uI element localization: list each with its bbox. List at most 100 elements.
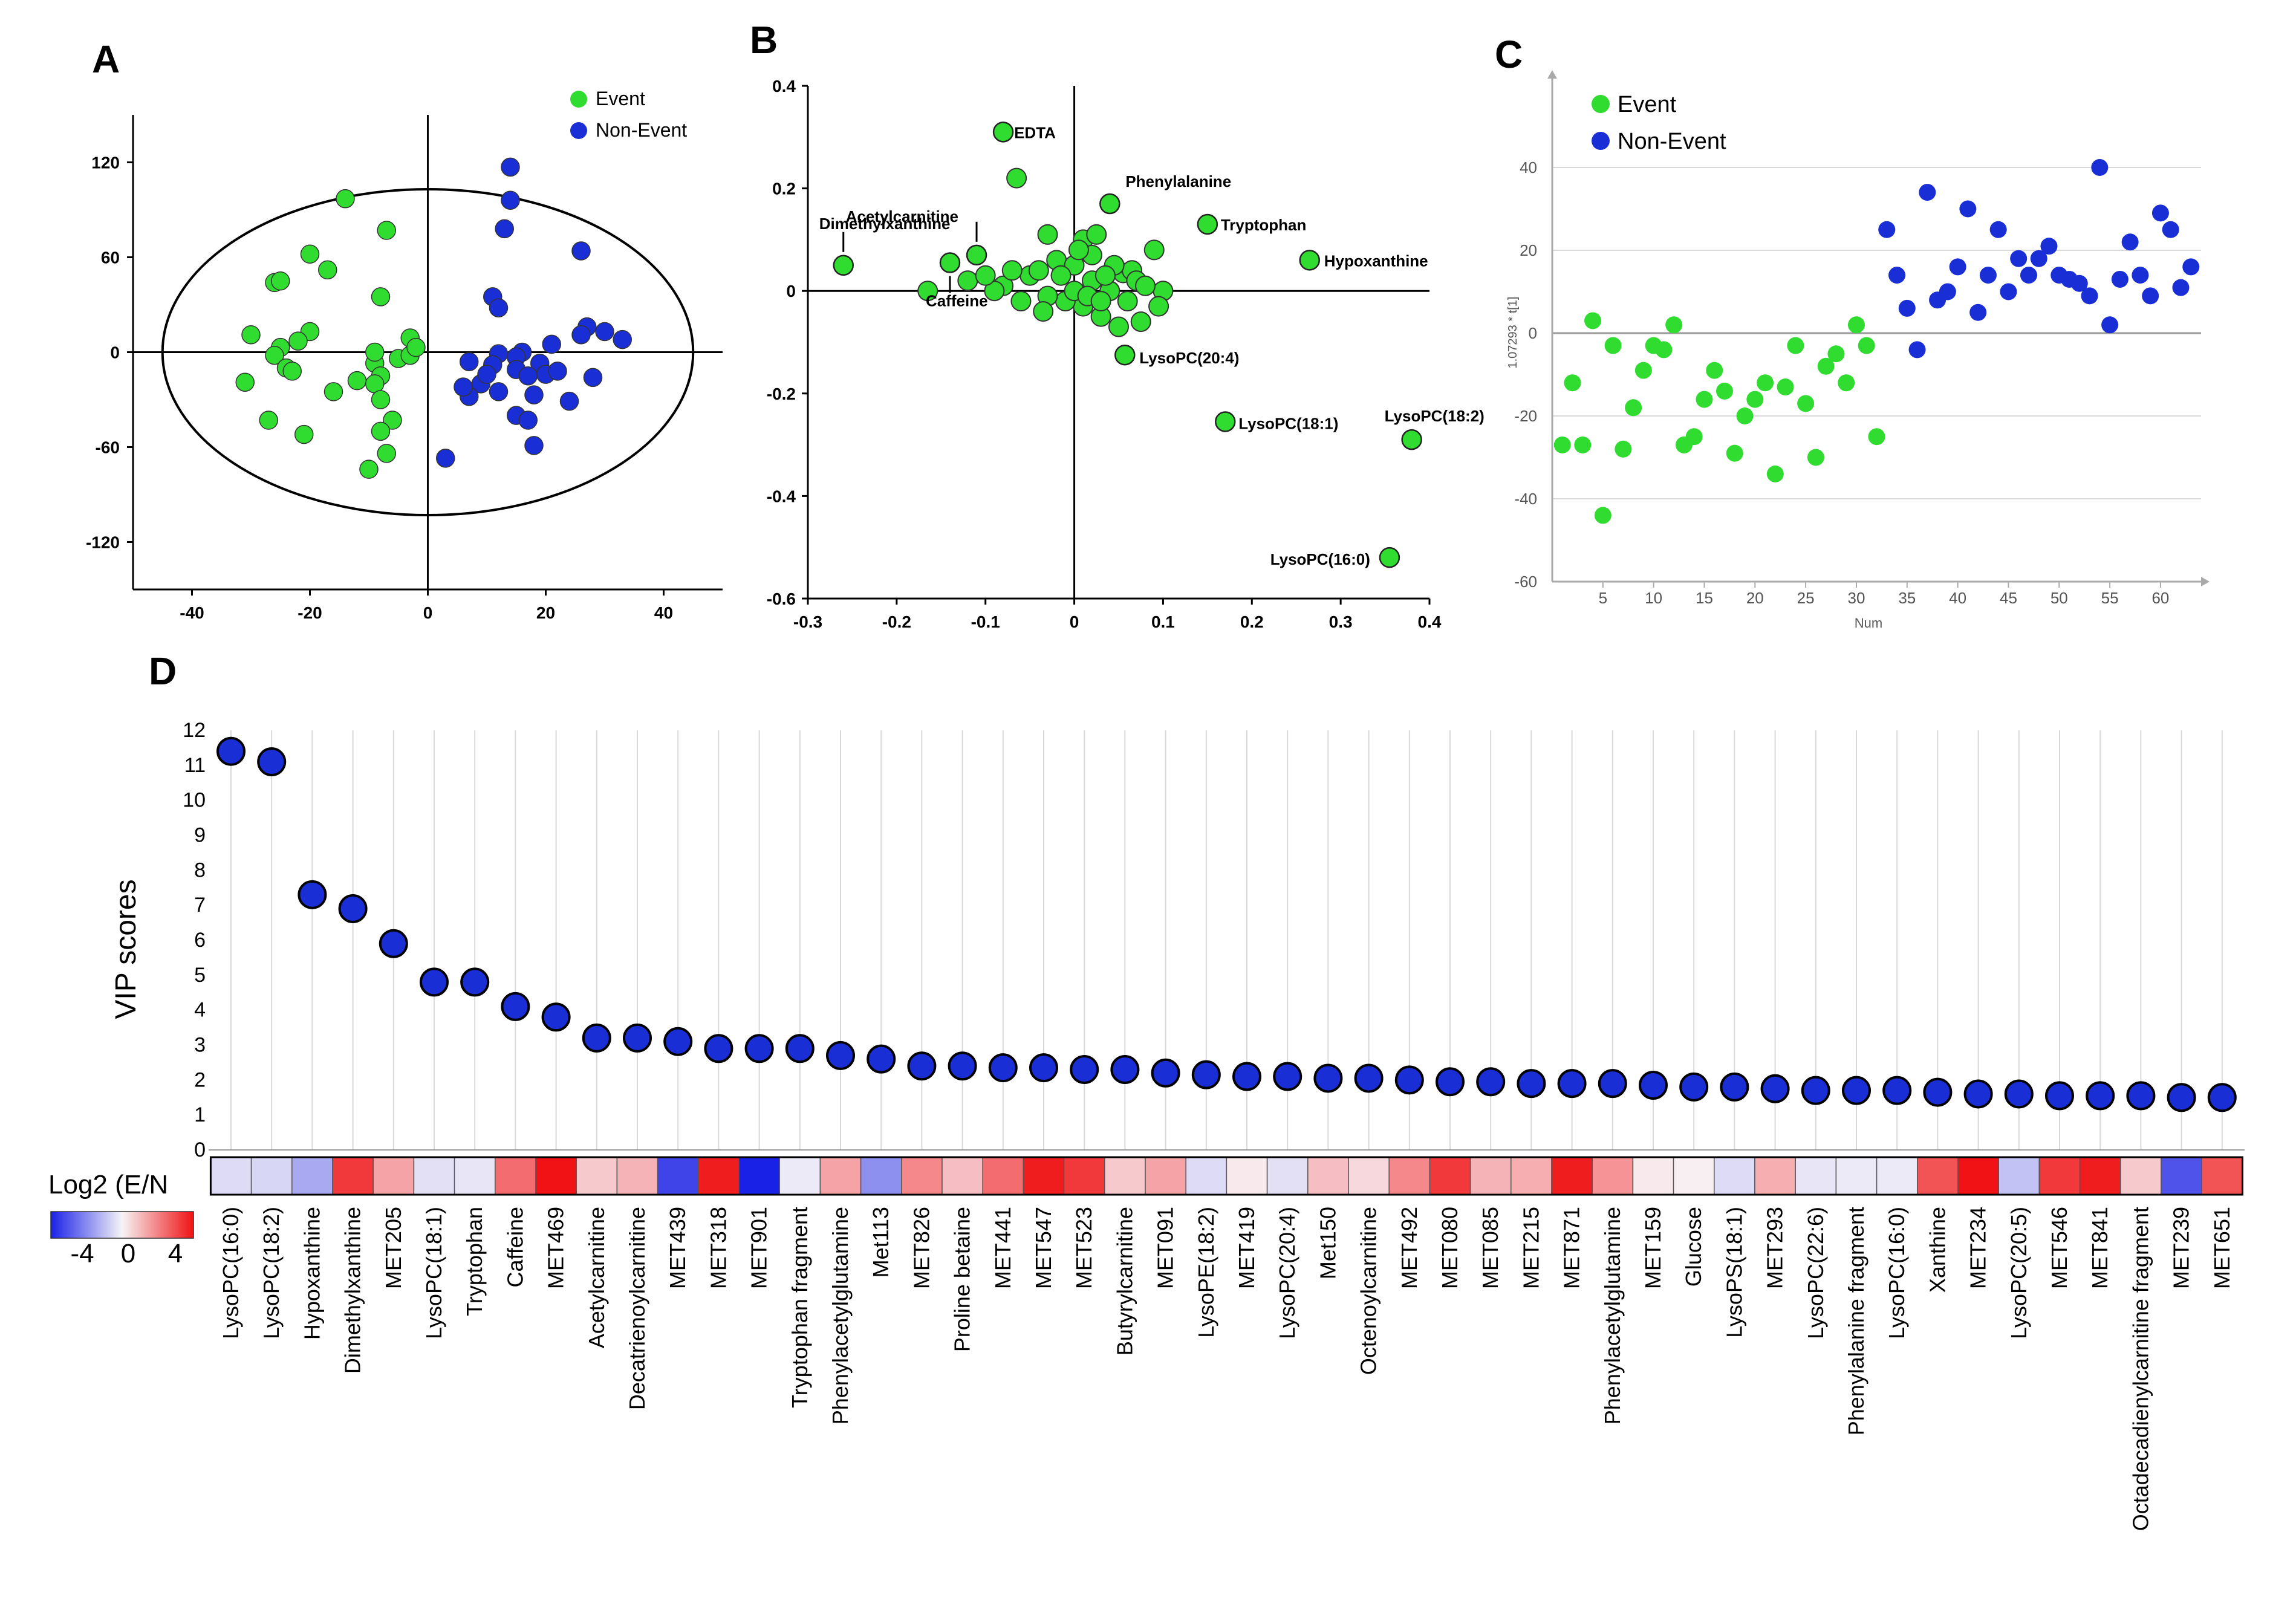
heatmap-cell xyxy=(1511,1157,1552,1195)
vip-point xyxy=(1842,1076,1871,1105)
panel-c-y-tick-label: 20 xyxy=(1520,241,1537,259)
heatmap-cell xyxy=(2201,1157,2243,1195)
panel-d-y-tick-label: 6 xyxy=(194,929,206,952)
panel-c-point-non-event xyxy=(2132,267,2149,284)
heatmap-cell xyxy=(982,1157,1024,1195)
panel-a-legend-event-marker xyxy=(570,91,587,108)
panel-c: C Event Non-Event Num 40 20 0 -20 -40 -60 5 10 1… xyxy=(1495,33,2210,631)
heatmap-cell xyxy=(1104,1157,1146,1195)
panel-a-point-non-event xyxy=(495,219,514,239)
vip-category-label: MET826 xyxy=(909,1207,934,1289)
panel-a-point-event xyxy=(377,221,396,240)
vip-point xyxy=(1882,1076,1912,1105)
vip-point xyxy=(1963,1079,1993,1109)
vip-point xyxy=(1029,1053,1058,1083)
vip-category-label: Decatrienoylcarnitine xyxy=(625,1207,649,1410)
panel-b-y-tick-label: 0.4 xyxy=(772,77,796,96)
vip-category-label: LysoPC(18:1) xyxy=(421,1207,446,1339)
heatmap-cell xyxy=(332,1157,374,1195)
panel-a-point-event xyxy=(359,459,379,479)
panel-c-point-non-event xyxy=(2091,159,2109,176)
vip-category-label: Butyrylcarnitine xyxy=(1112,1207,1137,1355)
panel-c-point-non-event xyxy=(2111,270,2129,288)
panel-a-point-non-event xyxy=(489,298,509,317)
vip-category-label: MET546 xyxy=(2047,1207,2072,1289)
panel-c-point-event xyxy=(1564,374,1581,392)
vip-category-label: LysoPC(18:2) xyxy=(259,1207,284,1339)
vip-category-label: LysoPC(16:0) xyxy=(1884,1207,1909,1339)
heatmap-cell xyxy=(576,1157,618,1195)
panel-a-letter: A xyxy=(92,37,120,81)
panel-a-point-non-event xyxy=(518,366,538,386)
panel-b-point xyxy=(1135,275,1156,296)
vip-category-label: MET523 xyxy=(1072,1207,1096,1289)
vip-point xyxy=(1151,1058,1180,1088)
panel-c-point-non-event xyxy=(2151,204,2169,222)
panel-c-point-non-event xyxy=(2030,250,2047,267)
vip-category-label: Phenylacetylglutamine xyxy=(828,1207,853,1424)
vip-point xyxy=(1720,1072,1749,1102)
vip-point xyxy=(2207,1083,2237,1112)
panel-a-x-tick-label: 0 xyxy=(423,603,433,622)
panel-a-legend-event: Event xyxy=(596,88,645,109)
panel-c-point-non-event xyxy=(1878,221,1896,238)
panel-c-point-non-event xyxy=(2142,287,2159,305)
vip-point xyxy=(1923,1077,1953,1107)
panel-b-x-tick-label: -0.3 xyxy=(793,612,822,631)
panel-b-point xyxy=(1108,316,1129,337)
heatmap-cell xyxy=(698,1157,740,1195)
panel-b-labeled-point xyxy=(1379,547,1400,568)
vip-point xyxy=(1679,1072,1709,1102)
panel-c-point-event xyxy=(1777,378,1794,396)
panel-c-x-tick-label: 30 xyxy=(1848,589,1865,607)
panel-c-point-event xyxy=(1685,428,1703,446)
panel-b-point-label: Tryptophan xyxy=(1221,216,1307,234)
panel-c-point-event xyxy=(1736,407,1754,424)
vip-point xyxy=(2167,1083,2196,1112)
panel-a-point-event xyxy=(371,421,391,441)
panel-b-point xyxy=(917,281,938,302)
panel-a-x-tick-label: -20 xyxy=(298,603,322,622)
panel-c-y-arrow xyxy=(1547,70,1557,79)
panel-a-point-non-event xyxy=(548,362,567,381)
panel-b-point xyxy=(957,270,978,291)
colorbar-tick-high: 4 xyxy=(168,1239,183,1268)
panel-b-point xyxy=(1050,265,1072,286)
vip-point xyxy=(623,1023,652,1053)
panel-b-x-tick-label: -0.1 xyxy=(971,612,1000,631)
panel-c-point-non-event xyxy=(2000,283,2017,300)
heatmap-cell xyxy=(941,1157,983,1195)
panel-c-point-event xyxy=(1604,337,1622,354)
panel-b-point xyxy=(1001,260,1023,281)
heatmap-cell xyxy=(819,1157,862,1195)
heatmap-cell xyxy=(2161,1157,2202,1195)
panel-d-y-tick-label: 3 xyxy=(194,1034,206,1057)
heatmap-cell xyxy=(2120,1157,2162,1195)
heatmap-cell xyxy=(1307,1157,1349,1195)
colorbar xyxy=(50,1211,194,1239)
heatmap-cell xyxy=(1714,1157,1755,1195)
panel-a-point-non-event xyxy=(613,330,632,349)
panel-a-y-tick-label: 120 xyxy=(91,154,120,172)
panel-c-point-non-event xyxy=(2182,258,2200,276)
panel-a-point-non-event xyxy=(436,449,455,468)
heatmap-cell xyxy=(1835,1157,1878,1195)
panel-c-point-non-event xyxy=(1959,200,1977,218)
panel-a-point-event xyxy=(371,390,391,409)
panel-c-x-tick-label: 60 xyxy=(2151,589,2169,607)
panel-b-point-label: LysoPC(16:0) xyxy=(1270,550,1370,568)
panel-c-y-tick-label: -40 xyxy=(1514,490,1537,508)
panel-c-point-event xyxy=(1665,316,1683,334)
panel-d-y-tick-label: 10 xyxy=(183,789,206,812)
panel-a-point-non-event xyxy=(542,334,561,354)
vip-point xyxy=(1394,1065,1424,1095)
panel-b-point xyxy=(1010,291,1032,312)
panel-b-point xyxy=(1148,296,1169,317)
panel-c-point-event xyxy=(1787,337,1804,354)
panel-a-point-non-event xyxy=(477,365,496,384)
vip-category-label: Octadecadienylcarnitine fragment xyxy=(2128,1207,2153,1531)
panel-c-xlabel: Num xyxy=(1855,615,1882,631)
panel-c-point-non-event xyxy=(1898,299,1916,317)
heatmap-cell xyxy=(738,1157,780,1195)
panel-b-labeled-point xyxy=(939,252,961,273)
